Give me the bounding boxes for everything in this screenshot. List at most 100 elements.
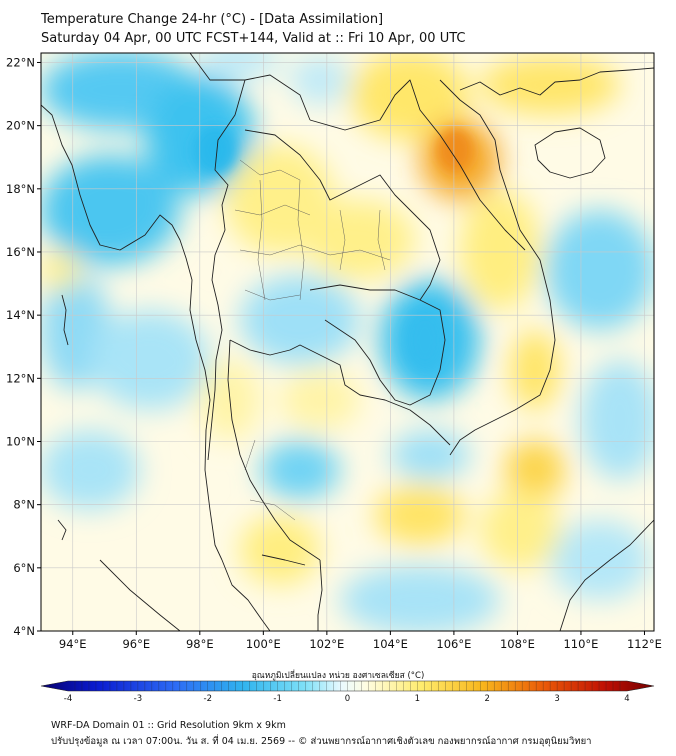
warm-anomaly (240, 515, 320, 585)
coastline (317, 559, 323, 631)
coastline (41, 104, 223, 561)
province-border (244, 439, 256, 471)
cool-anomaly (405, 310, 445, 370)
coastline (439, 79, 556, 456)
longitude-axis: 94°E 96°E 98°E 100°E 102°E 104°E 106°E 108°E 110… (59, 631, 662, 651)
colorbar-tick-label: 4 (624, 694, 630, 704)
coastline (559, 519, 654, 631)
footer-credit: ปรับปรุงข้อมูล ณ เวลา 07:00น. วัน ส. ที่… (51, 736, 592, 747)
province-border (239, 244, 391, 261)
coastline (227, 339, 321, 561)
colorbar-tick-label: -2 (203, 694, 212, 704)
lat-tick-label: 22°N (6, 55, 35, 69)
province-border (297, 179, 305, 301)
colorbar-title: อุณหภูมิเปลี่ยนแปลง หน่วย องศาเซลเซียส (… (251, 671, 425, 681)
coastline (99, 559, 181, 631)
colorbar-tick-label: 1 (414, 694, 421, 704)
cool-anomaly (550, 520, 650, 600)
warm-anomaly (280, 370, 360, 430)
nicobar-islands (57, 519, 67, 541)
map-title: Temperature Change 24-hr (°C) - [Data As… (41, 12, 384, 27)
lat-tick-label: 8°N (13, 498, 35, 512)
border-myanmar-thailand (207, 79, 246, 461)
temperature-anomaly-field (41, 53, 654, 631)
cool-anomaly (41, 430, 140, 510)
border-myanmar-china (189, 53, 311, 121)
warm-anomaly (225, 145, 335, 255)
province-border (239, 159, 301, 181)
colorbar-tick-label: -4 (63, 694, 73, 704)
cool-anomaly (545, 210, 654, 330)
warm-anomaly (350, 53, 470, 140)
temperature-anomaly-detail (193, 125, 473, 370)
province-border (244, 289, 301, 301)
colorbar-tick-label: 3 (554, 694, 560, 704)
country-borders (41, 53, 654, 631)
province-border (249, 499, 296, 521)
province-border (339, 209, 346, 271)
map-frame (40, 52, 655, 632)
colorbar-tick-label: 2 (484, 694, 490, 704)
latitude-axis: 22°N 20°N 18°N 16°N 14°N 12°N 10°N 8°N 6°N 4°N (6, 55, 41, 638)
border-laos-vietnam (309, 79, 526, 251)
province-border (234, 204, 311, 216)
warm-anomaly (480, 490, 560, 570)
cool-anomaly (41, 155, 180, 265)
map-subtitle: Saturday 04 Apr, 00 UTC FCST+144, Valid … (41, 31, 466, 46)
lat-tick-label: 18°N (6, 182, 35, 196)
lon-tick-label: 94°E (59, 637, 87, 651)
cool-anomaly (390, 430, 470, 480)
colorbar (40, 680, 655, 692)
colorbar-tick-label: -1 (273, 694, 282, 704)
cool-anomaly (580, 360, 654, 480)
lon-tick-label: 110°E (563, 637, 598, 651)
lon-tick-label: 100°E (246, 637, 281, 651)
lon-tick-label: 106°E (436, 637, 471, 651)
province-border (257, 179, 266, 301)
coastline (229, 339, 451, 446)
lat-tick-label: 12°N (6, 371, 35, 385)
warm-anomaly (375, 485, 465, 545)
coastline (459, 67, 654, 96)
warm-anomaly (480, 55, 620, 115)
border-thailand-laos (244, 129, 441, 301)
province-borders (234, 159, 391, 521)
colorbar-tick-label: 0 (344, 694, 351, 704)
warm-anomaly (510, 330, 560, 410)
plot-area (41, 53, 654, 631)
hot-anomaly (437, 128, 473, 172)
lat-tick-label: 6°N (13, 561, 35, 575)
lon-tick-label: 96°E (122, 637, 150, 651)
province-border (377, 209, 386, 271)
hainan-coast (534, 127, 606, 179)
lon-tick-label: 108°E (500, 637, 535, 651)
warm-anomaly (460, 190, 540, 310)
warm-anomaly (41, 250, 80, 290)
warm-anomaly (505, 440, 565, 500)
warm-anomaly (305, 200, 415, 280)
lat-tick-label: 20°N (6, 119, 35, 133)
lat-tick-label: 16°N (6, 245, 35, 259)
lon-tick-label: 104°E (373, 637, 408, 651)
coastline (221, 559, 271, 631)
cool-anomaly (340, 565, 500, 631)
andaman-islands (61, 294, 69, 346)
lon-tick-label: 102°E (309, 637, 344, 651)
lon-tick-label: 98°E (186, 637, 214, 651)
border-cambodia (309, 284, 446, 406)
lat-tick-label: 10°N (6, 434, 35, 448)
lon-tick-label: 112°E (627, 637, 662, 651)
cool-anomaly (260, 440, 340, 500)
colorbar-tick-label: -3 (133, 694, 143, 704)
colorbar-segments (74, 681, 621, 691)
cool-anomaly (193, 125, 237, 175)
cool-anomaly (90, 310, 210, 410)
lat-tick-label: 14°N (6, 308, 35, 322)
lat-tick-label: 4°N (13, 624, 35, 638)
cool-anomaly (290, 55, 350, 105)
border-thailand-malaysia (261, 554, 306, 566)
cool-anomaly (200, 53, 280, 80)
footer-model-info: WRF-DA Domain 01 :: Grid Resolution 9km … (51, 720, 286, 731)
cool-anomaly (240, 275, 360, 365)
